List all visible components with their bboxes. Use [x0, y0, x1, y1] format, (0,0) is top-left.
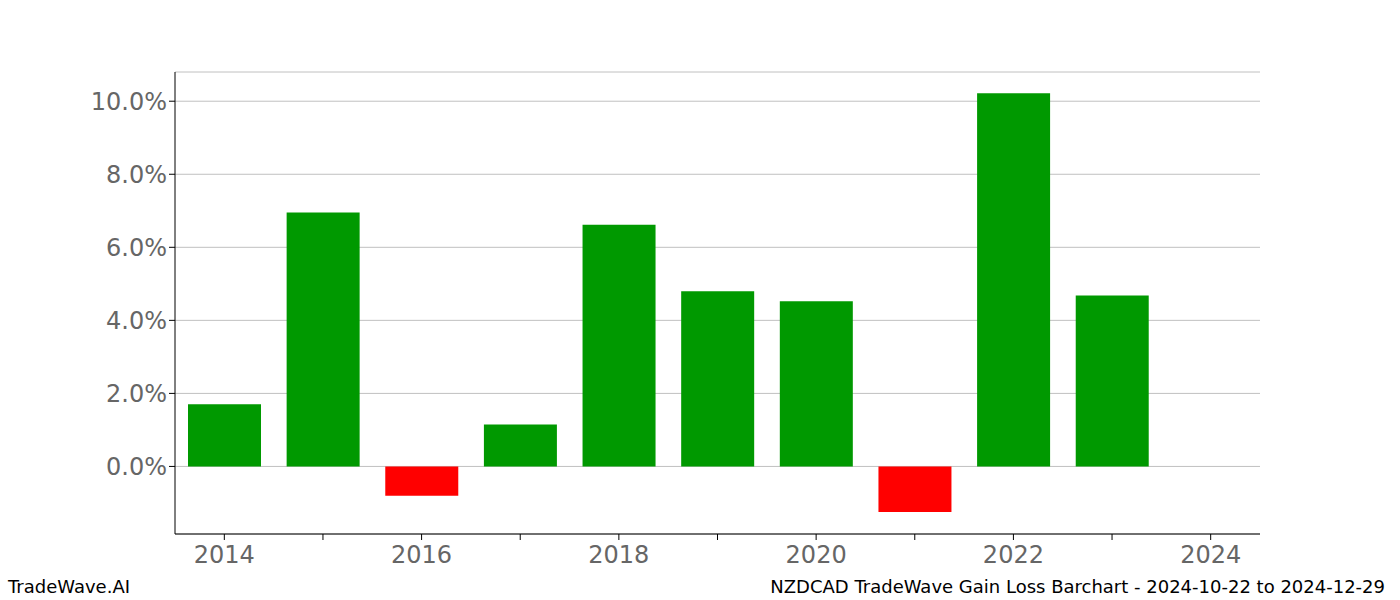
svg-text:2022: 2022	[983, 541, 1044, 569]
svg-text:2024: 2024	[1180, 541, 1241, 569]
svg-text:2018: 2018	[588, 541, 649, 569]
svg-text:2014: 2014	[194, 541, 255, 569]
svg-text:2.0%: 2.0%	[106, 380, 167, 408]
svg-text:2016: 2016	[391, 541, 452, 569]
svg-text:10.0%: 10.0%	[91, 88, 167, 116]
html-text:NZDCAD TradeWave Gain Loss Bar: NZDCAD TradeWave Gain Loss Barchart - 20…	[770, 576, 1385, 597]
html-text:TradeWave.AI: TradeWave.AI	[8, 576, 130, 597]
svg-text:0.0%: 0.0%	[106, 453, 167, 481]
svg-text:6.0%: 6.0%	[106, 234, 167, 262]
svg-text:2020: 2020	[786, 541, 847, 569]
svg-text:4.0%: 4.0%	[106, 307, 167, 335]
svg-text:8.0%: 8.0%	[106, 161, 167, 189]
